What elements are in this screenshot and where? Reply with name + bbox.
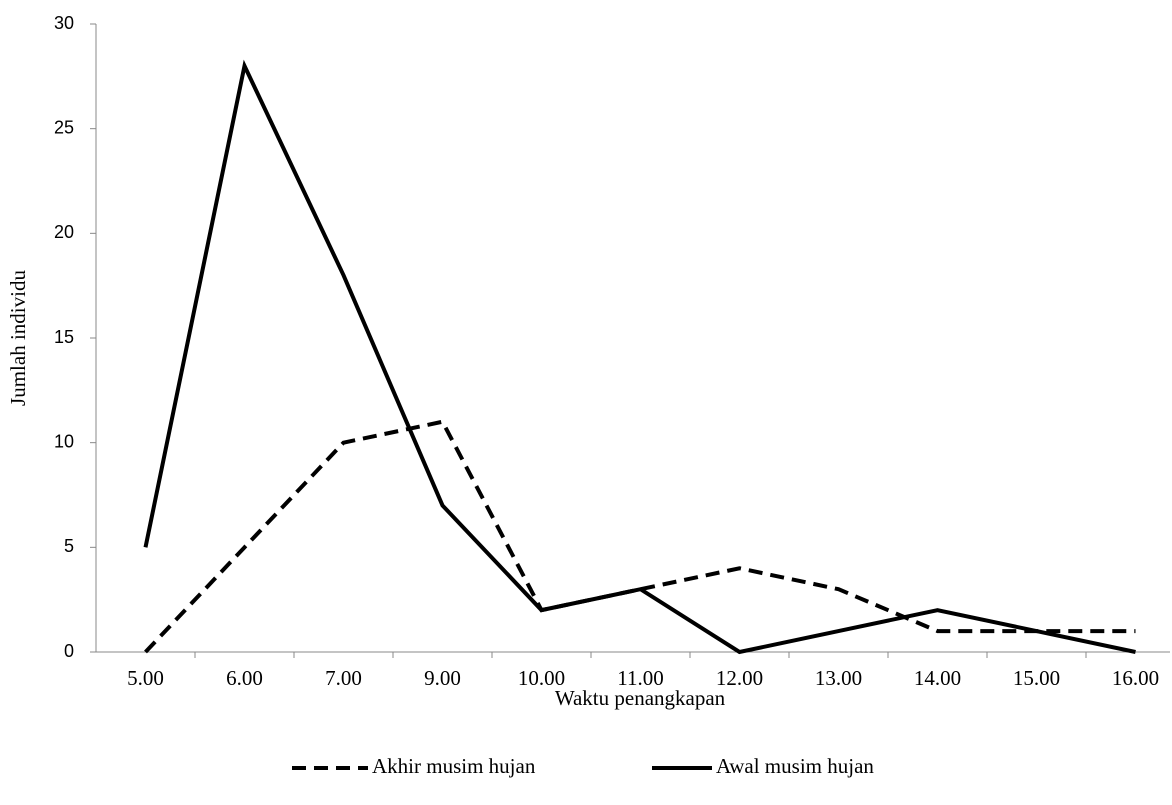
x-tick-label: 5.00 [127, 666, 164, 690]
y-tick-label: 25 [54, 117, 74, 137]
x-tick-label: 14.00 [914, 666, 961, 690]
y-axis-title: Jumlah individu [6, 270, 30, 406]
y-tick-label: 0 [64, 641, 74, 661]
y-tick-label: 15 [54, 327, 74, 347]
x-tick-label: 6.00 [226, 666, 263, 690]
x-tick-label: 10.00 [518, 666, 565, 690]
y-tick-label: 5 [64, 536, 74, 556]
y-tick-label: 30 [54, 13, 74, 33]
y-tick-label: 10 [54, 431, 74, 451]
series-line [144, 419, 1136, 654]
legend-label: Awal musim hujan [716, 754, 874, 778]
x-axis-title: Waktu penangkapan [555, 686, 726, 710]
x-tick-label: 11.00 [617, 666, 663, 690]
y-tick-label: 20 [54, 222, 74, 242]
series-line [143, 59, 1136, 655]
x-tick-label: 12.00 [716, 666, 763, 690]
x-tick-label: 13.00 [815, 666, 862, 690]
legend-label: Akhir musim hujan [372, 754, 536, 778]
x-tick-label: 15.00 [1013, 666, 1060, 690]
x-tick-label: 16.00 [1112, 666, 1159, 690]
x-tick-label: 7.00 [325, 666, 362, 690]
x-tick-label: 9.00 [424, 666, 461, 690]
